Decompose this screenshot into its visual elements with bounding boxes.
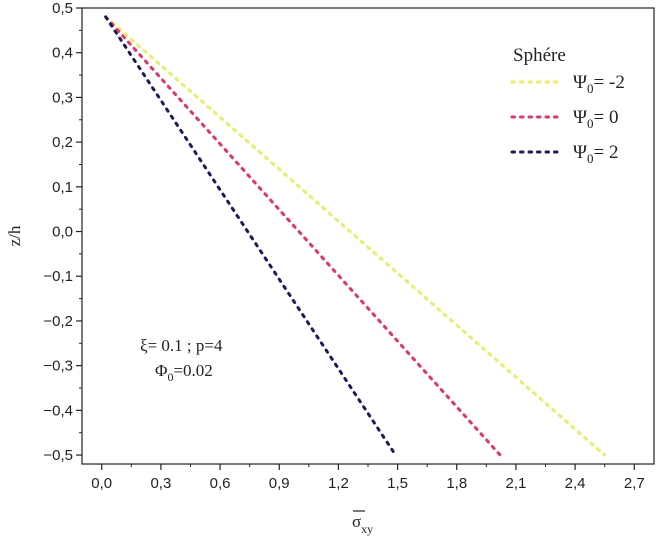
legend-title: Sphére <box>513 45 566 66</box>
x-axis-title: σxy <box>352 510 373 536</box>
annotation: ξ= 0.1 ; p=4 Φ0=0.02 <box>140 336 223 384</box>
x-tick-label: 0,3 <box>150 475 171 492</box>
legend-label-sub: 0 <box>587 116 594 131</box>
x-tick-label: 0,6 <box>210 475 231 492</box>
legend-label-1: Ψ0= -2 <box>573 72 625 96</box>
y-tick-label: 0,2 <box>52 134 73 151</box>
y-tick-label: −0,3 <box>43 358 73 375</box>
y-tick-label: −0,5 <box>43 447 73 464</box>
y-axis-title: z/h <box>5 225 24 246</box>
x-tick-label: 2,7 <box>624 475 645 492</box>
x-tick-label: 1,8 <box>446 475 467 492</box>
legend: Sphére Ψ0= -2Ψ0= 0Ψ0= 2 <box>510 45 625 166</box>
y-tick-label: 0,3 <box>52 89 73 106</box>
legend-items: Ψ0= -2Ψ0= 0Ψ0= 2 <box>510 72 625 166</box>
y-tick-label: 0,0 <box>52 224 73 241</box>
x-tick-label: 0,9 <box>269 475 290 492</box>
annotation-phi-value: =0.02 <box>173 361 212 380</box>
annotation-phi: Φ <box>155 361 167 380</box>
series-line-1 <box>104 15 607 457</box>
x-tick-label: 2,4 <box>565 475 586 492</box>
x-tick-label: 1,2 <box>328 475 349 492</box>
legend-label-base: Ψ <box>573 107 587 128</box>
legend-label-base: Ψ <box>573 72 587 93</box>
series-line-3 <box>104 15 398 457</box>
legend-label-3: Ψ0= 2 <box>573 142 619 166</box>
legend-label-base: Ψ <box>573 142 587 163</box>
y-axis: 0,5 0,4 0,3 0,2 0,1 0,0 −0,1 −0,2 −0,3 −0,4 −0,5 <box>43 0 82 464</box>
y-tick-label: 0,4 <box>52 45 73 62</box>
annotation-phi-sub: 0 <box>167 370 173 384</box>
y-tick-label: −0,2 <box>43 313 73 330</box>
x-tick-label: 2,1 <box>506 475 527 492</box>
svg-text:σxy: σxy <box>352 512 373 536</box>
legend-label-value: = 0 <box>594 107 619 128</box>
legend-label-sub: 0 <box>587 151 594 166</box>
x-tick-label: 0,0 <box>91 475 112 492</box>
legend-label-value: = -2 <box>594 72 625 93</box>
x-axis: 0,0 0,3 0,6 0,9 1,2 1,5 1,8 2,1 2,4 2,7 <box>91 464 645 492</box>
series-line-2 <box>104 15 502 457</box>
x-tick-label: 1,5 <box>387 475 408 492</box>
plot-frame <box>81 7 655 465</box>
y-tick-label: −0,1 <box>43 268 73 285</box>
x-axis-title-sub: xy <box>361 522 373 536</box>
svg-text:Φ0=0.02: Φ0=0.02 <box>155 361 213 384</box>
x-axis-title-base: σ <box>352 512 361 531</box>
y-tick-label: 0,1 <box>52 179 73 196</box>
legend-label-value: = 2 <box>594 142 619 163</box>
legend-label-2: Ψ0= 0 <box>573 107 619 131</box>
y-tick-label: 0,5 <box>52 0 73 17</box>
legend-label-sub: 0 <box>587 81 594 96</box>
y-tick-label: −0,4 <box>43 402 73 419</box>
annotation-line-1: ξ= 0.1 ; p=4 <box>140 336 223 355</box>
series-layer <box>104 15 607 457</box>
